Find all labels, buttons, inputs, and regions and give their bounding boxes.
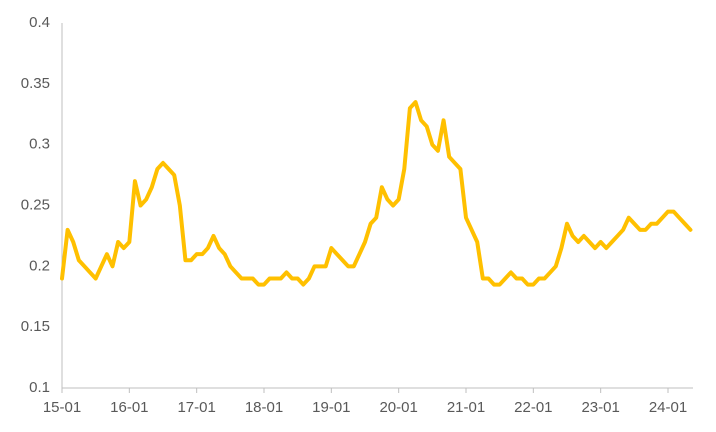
x-tick-label: 22-01: [514, 399, 552, 416]
x-tick-label: 15-01: [43, 399, 81, 416]
y-tick-label: 0.2: [29, 257, 50, 274]
x-tick-label: 24-01: [649, 399, 687, 416]
x-tick-label: 20-01: [379, 399, 417, 416]
x-tick-label: 16-01: [110, 399, 148, 416]
x-tick-label: 23-01: [581, 399, 619, 416]
y-tick-label: 0.3: [29, 136, 50, 153]
y-tick-label: 0.4: [29, 14, 50, 31]
line-series: [60, 100, 693, 287]
y-tick-label: 0.25: [21, 196, 50, 213]
x-tick-label: 19-01: [312, 399, 350, 416]
x-tick-label: 21-01: [447, 399, 485, 416]
x-tick-label: 18-01: [245, 399, 283, 416]
y-tick-label: 0.1: [29, 379, 50, 396]
y-tick-label: 0.35: [21, 75, 50, 92]
y-tick-label: 0.15: [21, 318, 50, 335]
x-tick-label: 17-01: [177, 399, 215, 416]
